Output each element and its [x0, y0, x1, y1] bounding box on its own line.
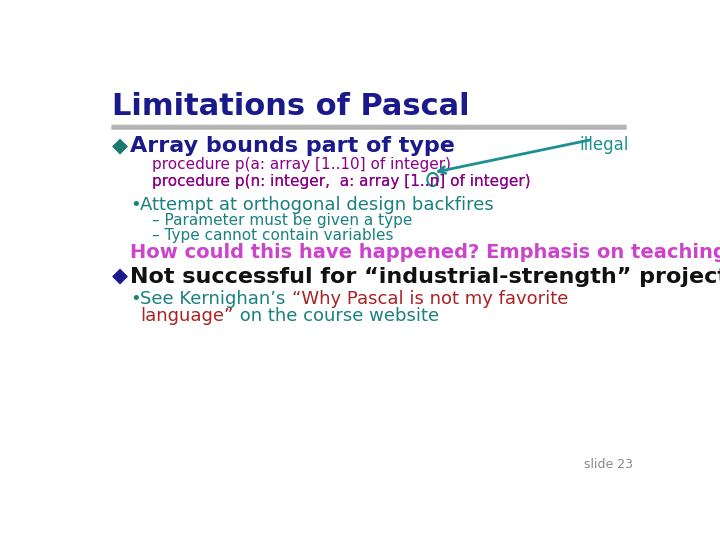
Text: ◆: ◆ — [112, 267, 127, 287]
Text: procedure p(a: array [1..10] of integer): procedure p(a: array [1..10] of integer) — [152, 157, 451, 172]
Text: •: • — [130, 195, 141, 214]
Text: “Why Pascal is not my favorite: “Why Pascal is not my favorite — [292, 289, 568, 308]
Text: language”: language” — [140, 307, 234, 325]
Text: illegal: illegal — [580, 137, 629, 154]
Text: procedure p(n: integer,  a: array [1..n] of integer): procedure p(n: integer, a: array [1..n] … — [152, 174, 531, 189]
Text: – Type cannot contain variables: – Type cannot contain variables — [152, 228, 394, 243]
Text: slide 23: slide 23 — [583, 458, 632, 471]
Text: •: • — [130, 289, 141, 308]
Text: – Parameter must be given a type: – Parameter must be given a type — [152, 213, 413, 228]
Text: procedure p(n: integer,  a: array [1..n] of integer): procedure p(n: integer, a: array [1..n] … — [152, 174, 531, 189]
Text: See Kernighan’s: See Kernighan’s — [140, 289, 292, 308]
Text: Array bounds part of type: Array bounds part of type — [130, 137, 455, 157]
Text: on the course website: on the course website — [234, 307, 439, 325]
Text: Limitations of Pascal: Limitations of Pascal — [112, 92, 469, 121]
Text: Not successful for “industrial-strength” projects: Not successful for “industrial-strength”… — [130, 267, 720, 287]
Text: ◆: ◆ — [112, 137, 127, 157]
Text: Attempt at orthogonal design backfires: Attempt at orthogonal design backfires — [140, 195, 494, 214]
Text: How could this have happened? Emphasis on teaching!: How could this have happened? Emphasis o… — [130, 244, 720, 262]
